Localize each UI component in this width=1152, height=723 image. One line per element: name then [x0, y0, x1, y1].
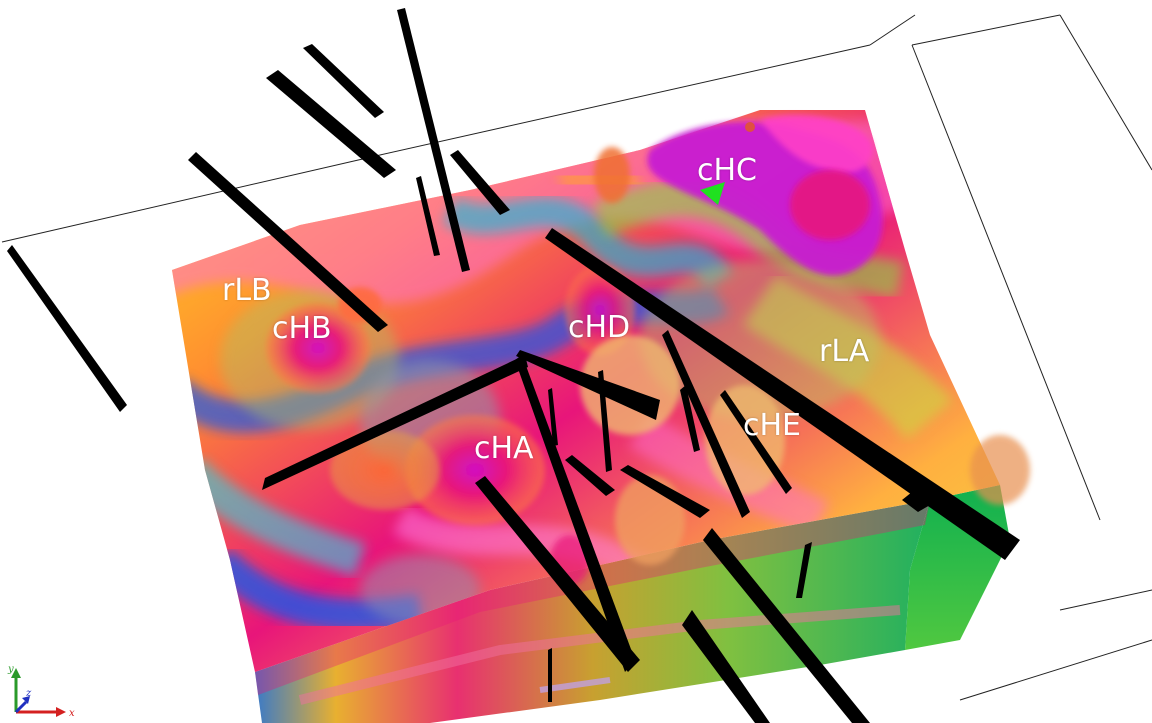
label-rlb: rLB [222, 273, 272, 308]
anomaly-chb [266, 303, 370, 393]
fault-planes [7, 8, 1020, 723]
x-axis-label: x [69, 708, 75, 719]
bounding-box-outline [1, 14, 1152, 701]
label-cha: cHA [474, 431, 534, 466]
axis-triad: y z x [7, 664, 75, 719]
z-axis-line [14, 700, 28, 714]
anomaly-chc [594, 115, 883, 276]
label-chb: cHB [272, 311, 332, 346]
y-axis-arrow [11, 668, 21, 678]
x-axis-arrow [56, 707, 66, 717]
label-chd: cHD [568, 310, 631, 345]
label-rla: rLA [819, 334, 870, 369]
y-axis-label: y [7, 664, 14, 675]
anomaly-isosurfaces [266, 265, 1030, 585]
z-axis-arrow [22, 696, 30, 704]
label-chc: cHC [697, 153, 757, 188]
label-che: cHE [743, 408, 802, 443]
anomaly-cha [405, 415, 545, 525]
z-axis-label: z [25, 688, 32, 699]
